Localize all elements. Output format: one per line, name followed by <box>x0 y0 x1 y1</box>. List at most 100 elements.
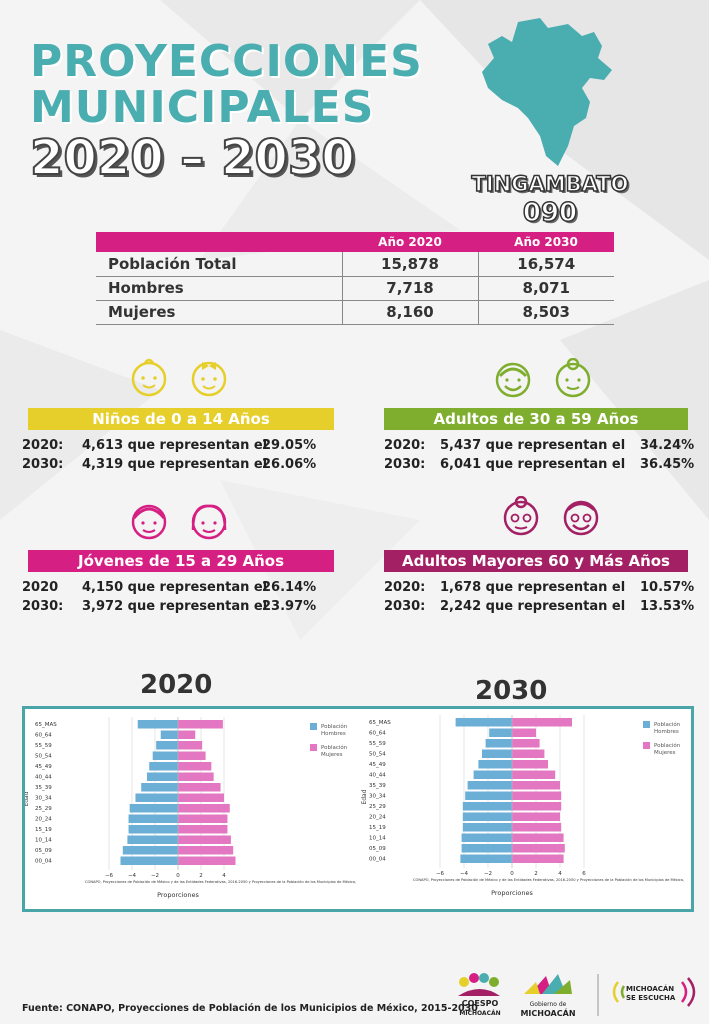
group-row: 2030: 6,041 que representan el 36.45% <box>384 455 694 474</box>
title-line-2: MUNICIPALES <box>30 82 375 133</box>
bar-hombres <box>478 760 512 769</box>
page-title: PROYECCIONES MUNICIPALES 2020 – 2030 <box>29 36 423 186</box>
bar-mujeres <box>512 781 560 790</box>
y-tick-label: 10_14 <box>35 838 52 844</box>
percent-value: 26.14% <box>262 580 317 595</box>
count-text: 4,150 que representan el <box>82 580 268 595</box>
x-tick-label: 4 <box>222 873 226 879</box>
percent-value: 13.53% <box>640 599 695 614</box>
percent-value: 36.45% <box>640 457 695 472</box>
svg-text:MICHOACÁN: MICHOACÁN <box>459 1010 500 1017</box>
year-label: 2020: <box>22 438 64 453</box>
percent-value: 10.57% <box>640 580 695 595</box>
group-adultos: Adultos de 30 a 59 Años 2020: 5,437 que r… <box>384 408 694 474</box>
group-title: Jóvenes de 15 a 29 Años <box>28 550 334 572</box>
y-tick-label: 35_39 <box>369 783 386 789</box>
svg-text:MICHOACÁN: MICHOACÁN <box>520 1007 575 1018</box>
count-text: 1,678 que representan el <box>440 580 626 595</box>
legend-label: Mujeres <box>654 750 676 756</box>
bar-hombres <box>461 833 512 842</box>
y-tick-label: 45_49 <box>369 762 386 768</box>
y-tick-label: 55_59 <box>35 743 52 749</box>
bar-hombres <box>128 814 178 823</box>
y-tick-label: 15_19 <box>369 825 386 831</box>
group-ninos: Niños de 0 a 14 Años 2020: 4,613 que repr… <box>22 408 334 474</box>
bar-hombres <box>465 791 512 800</box>
bar-mujeres <box>512 718 572 727</box>
count-text: 2,242 que representan el <box>440 599 626 614</box>
x-tick-label: 0 <box>510 871 514 877</box>
table-row: Mujeres 8,160 8,503 <box>96 300 614 325</box>
x-tick-label: −2 <box>484 871 492 877</box>
bar-hombres <box>467 781 512 790</box>
table-row: Hombres 7,718 8,071 <box>96 276 614 301</box>
y-tick-label: 65_MAS <box>369 720 391 726</box>
legend-label: Población <box>654 721 681 728</box>
value-2030: 16,574 <box>477 252 614 277</box>
count-text: 6,041 que representan el <box>440 457 626 472</box>
bar-mujeres <box>512 854 564 863</box>
title-years: 2020 – 2030 <box>29 130 356 186</box>
bar-hombres <box>122 846 178 855</box>
bar-hombres <box>462 802 512 811</box>
title-line-1: PROYECCIONES <box>30 36 423 87</box>
legend-label: Hombres <box>321 731 346 737</box>
baby-boy-icon <box>131 358 167 397</box>
percent-value: 29.05% <box>262 438 317 453</box>
percent-value: 23.97% <box>262 599 317 614</box>
row-label: Hombres <box>96 276 342 301</box>
y-tick-label: 20_24 <box>369 815 386 821</box>
row-label: Mujeres <box>96 300 342 325</box>
svg-text:MICHOACÁN: MICHOACÁN <box>626 984 674 993</box>
percent-value: 26.06% <box>262 457 317 472</box>
group-row: 2020 4,150 que representan el 26.14% <box>22 578 334 597</box>
x-tick-label: 4 <box>558 871 562 877</box>
source-note: CONAPO, Proyecciones de Población de Méx… <box>85 880 356 884</box>
group-title: Niños de 0 a 14 Años <box>28 408 334 430</box>
x-tick-label: −2 <box>151 873 159 879</box>
charts-frame: −6 −4 −2 0 2 4 65_MAS 60_64 55_59 50_54 45_49 40_44… <box>22 706 694 912</box>
y-axis-label: Edad <box>361 789 368 804</box>
gobierno-michoacan-logo: Gobierno de MICHOACÁN <box>520 974 576 1018</box>
legend-swatch-hombres <box>310 723 317 730</box>
bar-hombres <box>129 804 178 813</box>
bar-mujeres <box>512 770 556 779</box>
count-text: 3,972 que representan el <box>82 599 268 614</box>
x-tick-label: −6 <box>105 873 114 879</box>
bar-mujeres <box>512 802 562 811</box>
x-tick-label: 2 <box>534 871 538 877</box>
value-2020: 15,878 <box>341 252 478 277</box>
group-title: Adultos Mayores 60 y Más Años <box>384 550 688 572</box>
bar-mujeres <box>178 751 206 760</box>
value-2020: 7,718 <box>341 276 478 301</box>
population-table: Año 2020 Año 2030 Población Total 15,878 1… <box>96 232 614 325</box>
legend-swatch-mujeres <box>310 744 317 751</box>
y-tick-label: 25_29 <box>369 804 386 810</box>
bar-hombres <box>120 856 178 865</box>
youth-icons <box>128 500 230 542</box>
year-label: 2020: <box>384 438 426 453</box>
elderly-woman-icon <box>503 496 539 536</box>
y-tick-label: 65_MAS <box>35 722 57 728</box>
bar-hombres <box>455 718 512 727</box>
year-label: 2030: <box>22 457 64 472</box>
bar-mujeres <box>512 791 562 800</box>
x-axis-label: Proporciones <box>157 891 199 899</box>
bar-mujeres <box>178 783 221 792</box>
group-jovenes: Jóvenes de 15 a 29 Años 2020 4,150 que re… <box>22 550 334 616</box>
bar-mujeres <box>512 812 560 821</box>
value-2020: 8,160 <box>341 300 478 325</box>
bar-hombres <box>149 762 178 771</box>
bar-hombres <box>485 739 512 748</box>
municipality-map-icon <box>482 18 612 166</box>
y-tick-label: 00_04 <box>35 859 52 865</box>
header-empty <box>96 232 342 252</box>
bar-mujeres <box>178 741 203 750</box>
baby-girl-icon <box>191 361 227 397</box>
svg-text:Gobierno de: Gobierno de <box>530 1001 567 1008</box>
bar-hombres <box>127 835 178 844</box>
bar-mujeres <box>178 814 228 823</box>
bar-mujeres <box>178 856 236 865</box>
legend-label: Población <box>321 744 348 751</box>
x-tick-label: −6 <box>436 871 445 877</box>
